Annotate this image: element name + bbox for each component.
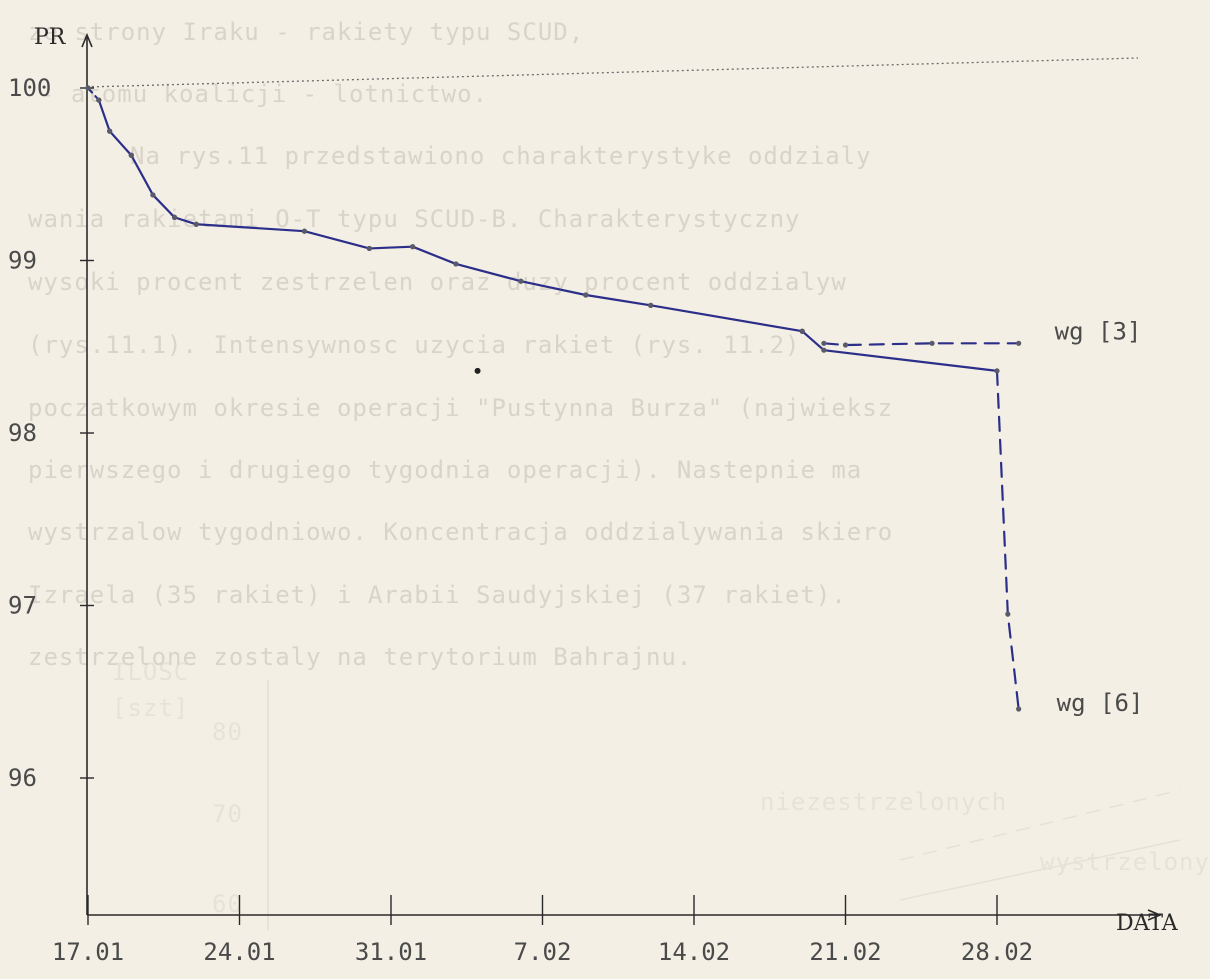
x-tick-label: 28.02 <box>961 938 1033 966</box>
series-line-wg6-solid <box>97 98 999 372</box>
x-axis-label: DATA <box>1116 911 1179 936</box>
x-axis-arrow <box>1147 909 1163 921</box>
series-layer <box>85 85 1022 712</box>
data-point <box>842 342 849 348</box>
bleed-line: Na rys.11 przedstawiono charakterystyke … <box>130 142 872 170</box>
data-point <box>518 278 524 284</box>
data-point <box>821 347 827 353</box>
data-point <box>799 328 805 334</box>
data-point <box>366 245 372 252</box>
x-tick-label: 31.01 <box>355 938 427 966</box>
bleed-line: zestrzelone zostaly na terytorium Bahraj… <box>28 643 692 671</box>
y-tick-label: 100 <box>8 74 51 102</box>
x-tick-label: 14.02 <box>658 938 730 966</box>
bleed-line: wystrzalow tygodniowo. Koncentracja oddz… <box>28 518 893 546</box>
series-line-wg6-dashed <box>995 369 1020 711</box>
y-tick-label: 99 <box>8 247 37 275</box>
bleed-through-chart: ILOSC [szt] 80 70 60 niezestrzelonych wy… <box>112 658 1210 930</box>
bleed-line: poczatkowym okresie operacji "Pustynna B… <box>28 394 893 422</box>
bleed-line: ze strony Iraku - rakiety typu SCUD, <box>28 18 584 46</box>
bleed-tick-60: 60 <box>212 890 243 918</box>
series-label-wg6: wg [6] <box>1057 689 1144 717</box>
data-point <box>128 152 134 158</box>
data-point <box>583 292 589 298</box>
data-point <box>96 97 102 103</box>
data-point <box>1016 706 1022 712</box>
x-tick-label: 21.02 <box>809 938 881 966</box>
data-point <box>453 261 459 267</box>
data-point <box>994 368 1000 374</box>
bleed-line: pierwszego i drugiego tygodnia operacji)… <box>28 456 862 484</box>
bleed-tick-70: 70 <box>212 800 243 828</box>
bleed-line: Izraela (35 rakiet) i Arabii Saudyjskiej… <box>28 581 847 609</box>
x-tick-label: 17.01 <box>52 938 124 966</box>
data-point <box>107 128 113 134</box>
series-labels: wg [3] wg [6] <box>1055 317 1144 717</box>
data-point <box>1005 611 1011 617</box>
bleed-tick-80: 80 <box>212 718 243 746</box>
series-line-wg3 <box>822 342 1020 347</box>
data-point <box>1016 340 1022 346</box>
outlier-point <box>474 367 481 374</box>
data-point <box>171 214 178 220</box>
data-point <box>410 244 416 250</box>
data-point <box>85 85 91 91</box>
y-axis-label: PR <box>34 25 67 50</box>
x-ticks: 17.01 24.01 31.01 7.02 14.02 21.02 28.02 <box>52 895 1033 966</box>
y-axis-arrow <box>81 32 93 48</box>
y-tick-label: 96 <box>8 764 37 792</box>
bleed-through-text: ze strony Iraku - rakiety typu SCUD, - at… <box>28 18 893 671</box>
reference-line-100 <box>86 57 1139 88</box>
y-tick-label: 98 <box>8 419 37 447</box>
bleed-series-2: wystrzelonych <box>1040 848 1210 876</box>
bleed-line: (rys.11.1). Intensywnosc uzycia rakiet (… <box>28 331 800 359</box>
bleed-line: - atomu koalicji - lotnictwo. <box>40 80 488 108</box>
y-tick-label: 97 <box>8 592 37 620</box>
bleed-line: wysoki procent zestrzelen oraz duzy proc… <box>28 268 847 296</box>
series-line-early <box>86 86 100 102</box>
series-label-wg3: wg [3] <box>1055 317 1142 345</box>
bleed-series-1: niezestrzelonych <box>760 788 1007 816</box>
data-point <box>648 302 654 308</box>
x-tick-label: 24.01 <box>203 938 275 966</box>
y-ticks: 100 99 98 97 96 <box>8 74 94 792</box>
data-point <box>821 340 827 346</box>
bleed-line: wania rakietami O-T typu SCUD-B. Charakt… <box>28 205 800 233</box>
x-tick-label: 7.02 <box>514 938 572 966</box>
data-point <box>301 228 308 234</box>
data-point <box>150 192 156 198</box>
bleed-ylabel-1: ILOSC <box>112 658 189 686</box>
data-point <box>193 221 199 227</box>
data-point <box>929 340 935 346</box>
bleed-ylabel-2: [szt] <box>112 694 189 722</box>
